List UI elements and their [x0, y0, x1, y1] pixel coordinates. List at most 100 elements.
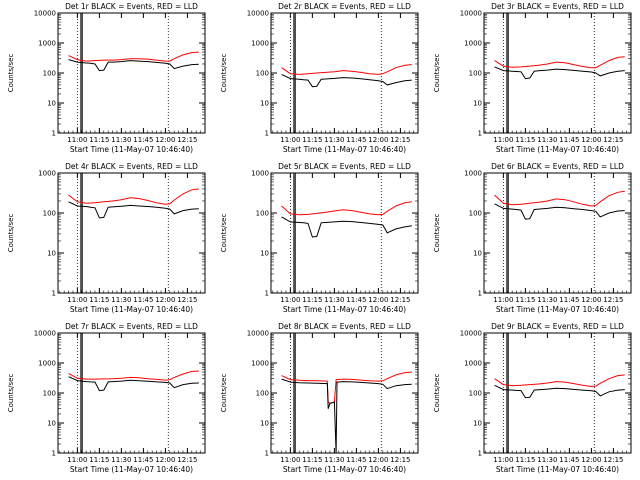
lld-series-line: [281, 371, 412, 404]
y-tick-label: 10000: [247, 330, 269, 338]
x-tick-label: 11:45: [559, 296, 579, 304]
x-tick-label: 11:30: [111, 136, 131, 144]
chart-title: Det 2r BLACK = Events, RED = LLD: [278, 2, 411, 11]
y-tick-label: 1000: [251, 360, 269, 368]
y-tick-label: 10: [47, 100, 56, 108]
x-tick-label: 11:00: [67, 456, 87, 464]
lld-series-line: [68, 370, 199, 381]
x-tick-label: 12:15: [390, 456, 410, 464]
x-tick-label: 11:00: [67, 296, 87, 304]
y-tick-label: 10: [473, 420, 482, 428]
y-tick-label: 10: [47, 250, 56, 258]
chart-panel: Det 7r BLACK = Events, RED = LLD 1 10 100 10…: [0, 320, 213, 480]
x-tick-label: 11:15: [89, 456, 109, 464]
y-tick-label: 100: [469, 390, 482, 398]
x-tick-label: 11:30: [324, 296, 344, 304]
x-axis-label: Start Time (11-May-07 10:46:40): [283, 145, 406, 154]
lld-series-line: [281, 64, 412, 75]
y-tick-label: 10000: [460, 10, 482, 18]
y-tick-label: 1: [478, 450, 482, 458]
x-axis-label: Start Time (11-May-07 10:46:40): [70, 145, 193, 154]
x-tick-label: 11:45: [133, 136, 153, 144]
x-tick-label: 11:30: [111, 456, 131, 464]
x-tick-label: 11:00: [67, 136, 87, 144]
events-series-line: [281, 378, 412, 454]
lld-series-line: [68, 188, 199, 205]
y-tick-label: 100: [43, 70, 56, 78]
chart-title: Det 8r BLACK = Events, RED = LLD: [278, 322, 411, 331]
lld-series-line: [494, 190, 625, 207]
y-tick-label: 100: [256, 210, 269, 218]
chart-title: Det 1r BLACK = Events, RED = LLD: [65, 2, 198, 11]
lld-series-line: [494, 374, 625, 388]
x-tick-label: 11:30: [324, 456, 344, 464]
x-axis-label: Start Time (11-May-07 10:46:40): [496, 465, 619, 474]
y-tick-label: 1: [265, 290, 269, 298]
events-series-line: [494, 384, 625, 399]
x-tick-label: 12:15: [390, 296, 410, 304]
y-tick-label: 1: [265, 130, 269, 138]
x-tick-label: 12:00: [368, 296, 388, 304]
x-tick-label: 12:15: [177, 456, 197, 464]
x-tick-label: 11:15: [302, 296, 322, 304]
plot-frame: [270, 12, 419, 134]
chart-svg: Det 3r BLACK = Events, RED = LLD 1 10 100 10…: [433, 2, 632, 154]
chart-panel: Det 2r BLACK = Events, RED = LLD 1 10 100 10…: [213, 0, 426, 160]
events-series-line: [281, 73, 412, 88]
x-tick-label: 12:00: [155, 296, 175, 304]
x-tick-label: 12:00: [581, 456, 601, 464]
events-series-line: [494, 66, 625, 80]
x-tick-label: 11:15: [515, 456, 535, 464]
y-tick-label: 100: [469, 70, 482, 78]
y-axis-label: Counts/sec: [433, 374, 441, 413]
plot-frame: [483, 332, 632, 454]
x-axis-label: Start Time (11-May-07 10:46:40): [496, 305, 619, 314]
x-tick-label: 11:15: [302, 136, 322, 144]
x-tick-label: 11:45: [559, 136, 579, 144]
x-tick-label: 11:30: [111, 296, 131, 304]
y-tick-label: 1000: [38, 40, 56, 48]
x-tick-label: 11:45: [133, 296, 153, 304]
y-tick-label: 10: [473, 100, 482, 108]
x-tick-label: 11:00: [493, 136, 513, 144]
y-axis-label: Counts/sec: [220, 54, 228, 93]
x-tick-label: 12:15: [603, 136, 623, 144]
y-tick-label: 1: [52, 450, 56, 458]
y-tick-label: 10000: [247, 10, 269, 18]
x-tick-label: 11:15: [89, 136, 109, 144]
events-series-line: [494, 203, 625, 220]
x-axis-label: Start Time (11-May-07 10:46:40): [283, 305, 406, 314]
chart-title: Det 6r BLACK = Events, RED = LLD: [491, 162, 624, 171]
plot-frame: [57, 172, 206, 294]
x-tick-label: 11:00: [280, 296, 300, 304]
x-tick-label: 12:00: [368, 456, 388, 464]
x-axis-label: Start Time (11-May-07 10:46:40): [70, 465, 193, 474]
y-tick-label: 1000: [38, 360, 56, 368]
plot-frame: [270, 172, 419, 294]
chart-panel: Det 1r BLACK = Events, RED = LLD 1 10 100 10…: [0, 0, 213, 160]
x-tick-label: 11:15: [515, 296, 535, 304]
x-tick-label: 11:45: [346, 136, 366, 144]
y-tick-label: 10: [47, 420, 56, 428]
y-tick-label: 1: [52, 130, 56, 138]
x-tick-label: 11:45: [346, 456, 366, 464]
x-tick-label: 11:45: [133, 456, 153, 464]
chart-panel: Det 5r BLACK = Events, RED = LLD 1 10 100 10…: [213, 160, 426, 320]
y-tick-label: 1000: [251, 170, 269, 178]
x-axis-label: Start Time (11-May-07 10:46:40): [496, 145, 619, 154]
chart-title: Det 5r BLACK = Events, RED = LLD: [278, 162, 411, 171]
y-tick-label: 100: [43, 210, 56, 218]
chart-panel: Det 9r BLACK = Events, RED = LLD 1 10 100 10…: [426, 320, 639, 480]
x-tick-label: 11:45: [559, 456, 579, 464]
y-axis-label: Counts/sec: [220, 374, 228, 413]
events-series-line: [281, 216, 412, 238]
x-tick-label: 11:30: [537, 136, 557, 144]
y-tick-label: 100: [256, 390, 269, 398]
events-series-line: [68, 201, 199, 219]
y-tick-label: 1: [478, 290, 482, 298]
y-tick-label: 1000: [251, 40, 269, 48]
y-tick-label: 1000: [464, 360, 482, 368]
y-axis-label: Counts/sec: [433, 214, 441, 253]
plot-frame: [270, 332, 419, 454]
